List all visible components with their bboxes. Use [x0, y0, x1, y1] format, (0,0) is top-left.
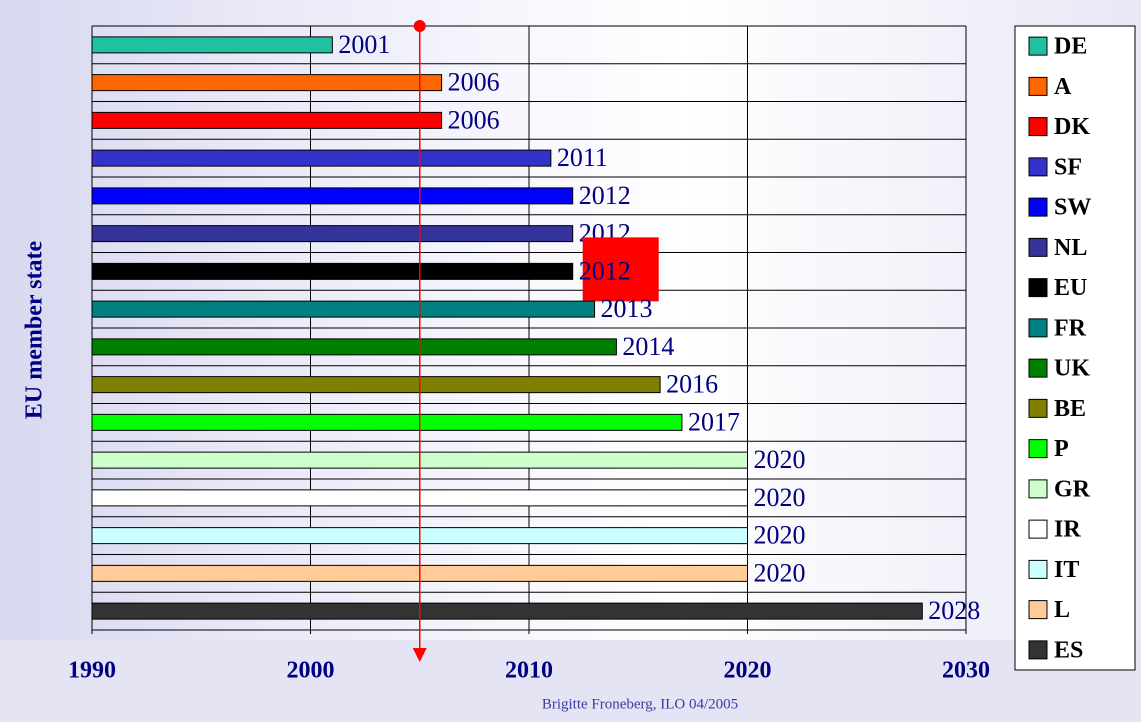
legend-swatch — [1028, 600, 1048, 620]
value-label: 2006 — [448, 105, 500, 134]
bar — [91, 187, 574, 205]
legend-label: SW — [1054, 195, 1091, 221]
bar — [91, 413, 683, 431]
value-label: 2006 — [448, 68, 500, 97]
y-axis-label: EU member state — [22, 241, 48, 420]
legend-swatch — [1028, 479, 1048, 499]
legend-swatch — [1028, 237, 1048, 257]
x-tick-label: 2010 — [505, 658, 553, 684]
legend-label: BE — [1054, 396, 1086, 422]
legend-label: DK — [1054, 114, 1090, 140]
value-label: 2014 — [622, 332, 674, 361]
legend-swatch — [1028, 640, 1048, 660]
legend-label: SF — [1054, 154, 1082, 180]
x-tick-label: 2030 — [942, 658, 990, 684]
reference-dot — [413, 20, 426, 32]
x-tick-label: 2020 — [724, 658, 772, 684]
value-label: 2020 — [754, 558, 806, 587]
bar — [91, 225, 574, 243]
legend-label: NL — [1054, 235, 1087, 261]
legend-swatch — [1028, 117, 1048, 137]
legend-swatch — [1028, 358, 1048, 378]
legend-swatch — [1028, 318, 1048, 338]
legend-label: IT — [1054, 557, 1079, 583]
legend-swatch — [1028, 197, 1048, 217]
value-label: 2020 — [754, 483, 806, 512]
bar — [91, 149, 552, 167]
legend-label: L — [1054, 597, 1070, 623]
legend-label: ES — [1054, 637, 1083, 663]
legend-swatch — [1028, 398, 1048, 418]
legend-swatch — [1028, 559, 1048, 579]
bar — [91, 74, 443, 92]
value-label: 2020 — [754, 521, 806, 550]
legend-label: A — [1054, 74, 1072, 100]
legend-label: GR — [1054, 476, 1091, 502]
legend-swatch — [1028, 278, 1048, 298]
bar — [91, 36, 333, 54]
legend-label: DE — [1054, 34, 1087, 60]
value-label: 2028 — [928, 596, 980, 625]
bar — [91, 376, 661, 394]
legend-label: FR — [1054, 315, 1087, 341]
value-label: 2001 — [338, 30, 390, 59]
bar — [91, 602, 923, 620]
legend-label: P — [1054, 436, 1069, 462]
footer: Brigitte Froneberg, ILO 04/2005 — [542, 696, 738, 712]
value-label: 2016 — [666, 370, 718, 399]
value-label: 2011 — [557, 143, 608, 172]
x-tick-label: 2000 — [287, 658, 335, 684]
value-label: 2012 — [579, 181, 631, 210]
bar — [91, 300, 596, 318]
legend-swatch — [1028, 36, 1048, 56]
legend-swatch — [1028, 76, 1048, 96]
value-label: 2012 — [579, 256, 631, 285]
reference-arrow — [412, 648, 427, 662]
value-label: 2013 — [601, 294, 653, 323]
legend-swatch — [1028, 439, 1048, 459]
bar — [91, 262, 574, 280]
legend-label: IR — [1054, 517, 1081, 543]
value-label: 2017 — [688, 407, 740, 436]
highlight-box — [582, 237, 659, 302]
x-tick-label: 1990 — [68, 658, 116, 684]
legend-swatch — [1028, 519, 1048, 539]
legend-swatch — [1028, 157, 1048, 177]
value-label: 2020 — [754, 445, 806, 474]
legend-label: EU — [1054, 275, 1087, 301]
bar — [91, 111, 443, 129]
legend-label: UK — [1054, 356, 1090, 382]
bar — [91, 338, 617, 356]
